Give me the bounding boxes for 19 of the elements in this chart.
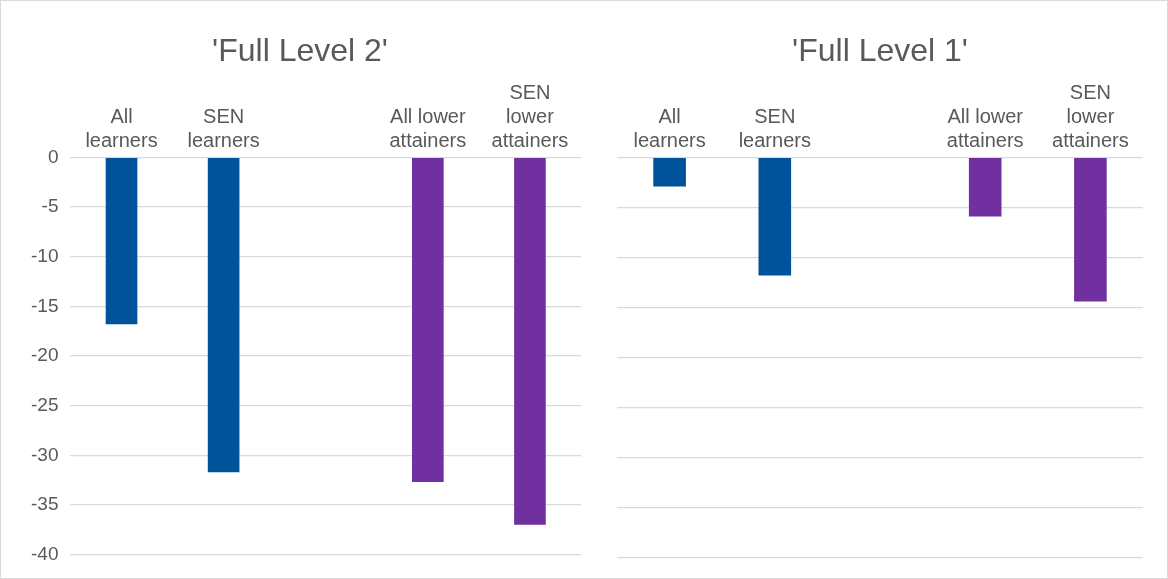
- chart-title: 'Full Level 1': [792, 32, 968, 69]
- y-tick-label: -5: [41, 195, 59, 217]
- x-tick-label: All learners: [85, 104, 158, 151]
- y-tick-label: -10: [30, 244, 59, 266]
- y-tick-label: -40: [30, 542, 59, 564]
- x-tick-label: All lower attainers: [389, 104, 467, 151]
- y-tick-label: -15: [30, 294, 59, 316]
- chart-title: 'Full Level 2': [212, 32, 388, 69]
- y-tick-label: -25: [30, 393, 59, 415]
- x-tick-label: SEN learners: [738, 104, 811, 151]
- x-tick-label: SEN lower attainers: [1052, 80, 1129, 151]
- y-tick-label: -35: [30, 493, 59, 515]
- x-tick-label: SEN learners: [187, 104, 260, 151]
- x-tick-label: SEN lower attainers: [491, 80, 569, 151]
- x-tick-label: All learners: [633, 104, 706, 151]
- y-tick-label: -30: [30, 443, 59, 465]
- y-tick-label: -20: [30, 344, 59, 366]
- x-tick-label: All lower attainers: [946, 104, 1024, 151]
- y-tick-label: 0: [47, 145, 59, 167]
